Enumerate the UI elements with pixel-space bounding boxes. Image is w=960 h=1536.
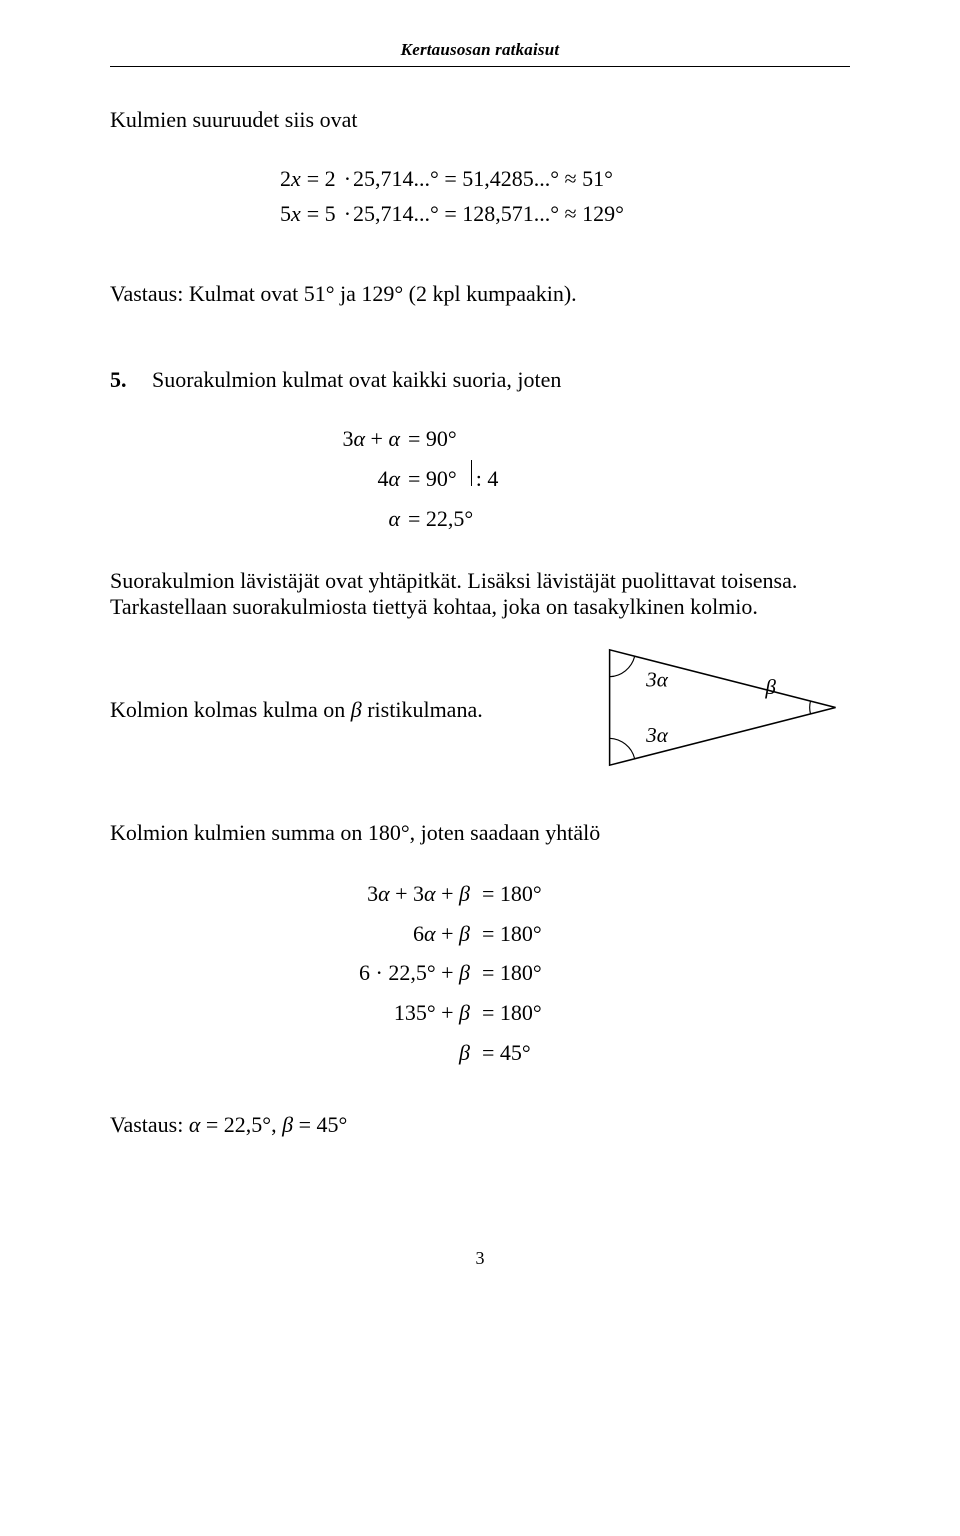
beta-inline: β	[351, 697, 362, 722]
eq4-r5-r: = 45°	[476, 1033, 531, 1073]
eq4-r4-l: 135° + β	[270, 993, 476, 1033]
final-answer: Vastaus: α = 22,5°, β = 45°	[110, 1112, 850, 1138]
eq4-r4-r: = 180°	[476, 993, 542, 1033]
eq2-dot: ·	[342, 196, 353, 231]
eq3-row1: 3α + α = 90°	[320, 419, 850, 459]
eq4-r2-r: = 180°	[476, 914, 542, 954]
divider-pipe-icon	[471, 460, 472, 486]
eq4-row1: 3α + 3α + β = 180°	[270, 874, 850, 914]
eq1-rhs: 25,714...° = 51,4285...° ≈ 51°	[353, 161, 613, 196]
eq3-l3-right: = 22,5°	[400, 499, 473, 539]
eq4-r3-l: 6 · 22,5° + β	[270, 953, 476, 993]
section-5: 5. Suorakulmion kulmat ovat kaikki suori…	[110, 367, 850, 393]
final-c: = 22,5°,	[200, 1112, 282, 1137]
eq4-r2-l: 6α + β	[270, 914, 476, 954]
eq3-l2-right: = 90°	[400, 459, 457, 499]
eq3-row3: α = 22,5°	[320, 499, 850, 539]
tri-label-top: 3α	[645, 668, 669, 692]
eq4-row3: 6 · 22,5° + β = 180°	[270, 953, 850, 993]
eq4-row2: 6α + β = 180°	[270, 914, 850, 954]
tri-text-b: ristikulmana.	[362, 697, 483, 722]
eq4-r5-l: β	[270, 1033, 476, 1073]
eq4-row5: β = 45°	[270, 1033, 850, 1073]
eq4-row4: 135° + β = 180°	[270, 993, 850, 1033]
final-beta: β	[282, 1112, 293, 1137]
equation-block-1: 2x = 2· 25,714...° = 51,4285...° ≈ 51° 5…	[110, 161, 850, 231]
eq1-lhs: 2	[280, 161, 291, 196]
eq1-var: x	[291, 161, 301, 196]
triangle-text: Kolmion kolmas kulma on β ristikulmana.	[110, 697, 600, 723]
final-a: Vastaus:	[110, 1112, 189, 1137]
tri-label-right: β	[764, 675, 776, 699]
tri-label-bot: 3α	[645, 723, 669, 747]
equation-block-2: 3α + α = 90° 4α = 90° : 4 α = 22,5°	[110, 419, 850, 538]
eq2-lhs: 5	[280, 196, 291, 231]
section-text: Suorakulmion kulmat ovat kaikki suoria, …	[152, 367, 850, 393]
eq3-l2-left: 4α	[320, 459, 400, 499]
equation-1: 2x = 2· 25,714...° = 51,4285...° ≈ 51°	[280, 161, 850, 196]
answer-1: Vastaus: Kulmat ovat 51° ja 129° (2 kpl …	[110, 281, 850, 307]
eq4-r3-r: = 180°	[476, 953, 542, 993]
tri-text-a: Kolmion kolmas kulma on	[110, 697, 351, 722]
final-alpha: α	[189, 1112, 201, 1137]
eq3-l1-right: = 90°	[400, 419, 457, 459]
eq3-l1-left: 3α + α	[320, 419, 400, 459]
paragraph-2: Suorakulmion lävistäjät ovat yhtäpitkät.…	[110, 568, 850, 620]
triangle-row: Kolmion kolmas kulma on β ristikulmana. …	[110, 640, 850, 780]
page-header-title: Kertausosan ratkaisut	[110, 40, 850, 60]
triangle-diagram: 3α 3α β	[600, 640, 850, 780]
header-divider	[110, 66, 850, 67]
equation-2: 5x = 5· 25,714...° = 128,571...° ≈ 129°	[280, 196, 850, 231]
eq4-r1-l: 3α + 3α + β	[270, 874, 476, 914]
eq1-dot: ·	[342, 161, 353, 196]
eq1-op: = 2	[301, 161, 342, 196]
eq2-var: x	[291, 196, 301, 231]
paragraph-3: Kolmion kulmien summa on 180°, joten saa…	[110, 820, 850, 846]
eq3-l2-extra: : 4	[476, 459, 499, 499]
eq2-rhs: 25,714...° = 128,571...° ≈ 129°	[353, 196, 624, 231]
section-number: 5.	[110, 367, 152, 393]
eq3-l3-left: α	[320, 499, 400, 539]
page-number: 3	[110, 1248, 850, 1269]
eq2-op: = 5	[301, 196, 342, 231]
equation-block-3: 3α + 3α + β = 180° 6α + β = 180° 6 · 22,…	[110, 874, 850, 1072]
eq3-row2: 4α = 90° : 4	[320, 459, 850, 499]
final-e: = 45°	[293, 1112, 347, 1137]
eq4-r1-r: = 180°	[476, 874, 542, 914]
intro-paragraph: Kulmien suuruudet siis ovat	[110, 107, 850, 133]
